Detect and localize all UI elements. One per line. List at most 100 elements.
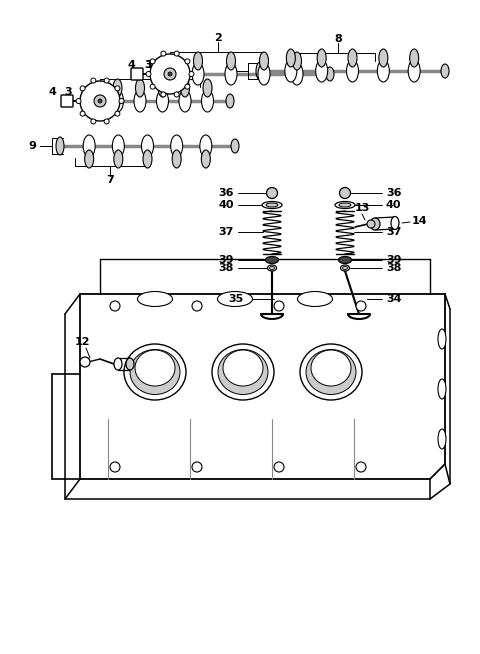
Ellipse shape	[84, 150, 94, 168]
Circle shape	[150, 54, 190, 94]
Ellipse shape	[124, 344, 186, 400]
Ellipse shape	[114, 358, 122, 370]
Text: 40: 40	[386, 200, 401, 210]
Ellipse shape	[201, 150, 210, 168]
Ellipse shape	[218, 349, 268, 394]
Ellipse shape	[266, 203, 278, 207]
Ellipse shape	[291, 63, 303, 85]
Circle shape	[98, 99, 102, 103]
Ellipse shape	[56, 137, 64, 155]
Circle shape	[161, 92, 166, 97]
FancyBboxPatch shape	[61, 95, 73, 107]
Text: 9: 9	[224, 66, 232, 76]
Circle shape	[266, 188, 277, 199]
Text: 37: 37	[386, 227, 401, 237]
Ellipse shape	[317, 49, 326, 67]
Ellipse shape	[347, 60, 359, 82]
Ellipse shape	[112, 135, 124, 157]
Ellipse shape	[137, 292, 172, 307]
Circle shape	[80, 86, 85, 91]
Ellipse shape	[306, 349, 356, 394]
Circle shape	[274, 301, 284, 311]
Circle shape	[339, 188, 350, 199]
Text: 39: 39	[218, 255, 234, 265]
Text: 2: 2	[214, 33, 222, 43]
Circle shape	[150, 84, 155, 89]
Text: 4: 4	[48, 87, 56, 97]
Circle shape	[356, 301, 366, 311]
Ellipse shape	[193, 52, 203, 70]
Ellipse shape	[262, 201, 282, 209]
Ellipse shape	[377, 60, 389, 82]
Ellipse shape	[192, 63, 204, 85]
Circle shape	[110, 301, 120, 311]
Ellipse shape	[265, 256, 278, 264]
Ellipse shape	[391, 216, 399, 230]
Ellipse shape	[285, 60, 297, 82]
Ellipse shape	[161, 65, 169, 83]
Ellipse shape	[212, 344, 274, 400]
Ellipse shape	[225, 63, 237, 85]
Ellipse shape	[287, 49, 295, 67]
Text: 12: 12	[74, 337, 90, 347]
Text: 36: 36	[218, 188, 234, 198]
Text: 14: 14	[412, 216, 428, 226]
Text: 4: 4	[127, 60, 135, 70]
Ellipse shape	[223, 350, 263, 386]
Circle shape	[168, 72, 172, 76]
Ellipse shape	[135, 350, 175, 386]
Circle shape	[274, 462, 284, 472]
Text: 38: 38	[218, 263, 234, 273]
Circle shape	[104, 119, 109, 124]
Ellipse shape	[267, 265, 276, 271]
Ellipse shape	[200, 135, 212, 157]
Ellipse shape	[438, 379, 446, 399]
Ellipse shape	[156, 90, 168, 112]
Ellipse shape	[338, 256, 351, 264]
Ellipse shape	[311, 350, 351, 386]
Circle shape	[150, 59, 155, 64]
Ellipse shape	[135, 79, 144, 97]
Ellipse shape	[409, 49, 419, 67]
Ellipse shape	[126, 358, 134, 370]
Circle shape	[80, 81, 120, 121]
Ellipse shape	[292, 52, 301, 70]
Text: 36: 36	[386, 188, 401, 198]
Ellipse shape	[227, 52, 236, 70]
Ellipse shape	[438, 329, 446, 349]
Ellipse shape	[134, 90, 146, 112]
Circle shape	[115, 111, 120, 116]
Circle shape	[91, 119, 96, 124]
Ellipse shape	[143, 150, 152, 168]
Text: 40: 40	[218, 200, 234, 210]
Ellipse shape	[438, 429, 446, 449]
Circle shape	[189, 71, 194, 77]
Ellipse shape	[298, 292, 333, 307]
Ellipse shape	[326, 67, 334, 81]
Ellipse shape	[340, 265, 349, 271]
Ellipse shape	[300, 344, 362, 400]
Ellipse shape	[231, 139, 239, 153]
Ellipse shape	[269, 266, 275, 269]
Ellipse shape	[217, 292, 252, 307]
Ellipse shape	[379, 49, 388, 67]
Ellipse shape	[316, 60, 328, 82]
Text: 13: 13	[354, 203, 370, 213]
Circle shape	[174, 51, 179, 56]
Circle shape	[80, 111, 85, 116]
Circle shape	[185, 84, 190, 89]
Circle shape	[174, 92, 179, 97]
Ellipse shape	[179, 90, 191, 112]
Ellipse shape	[335, 201, 355, 209]
Ellipse shape	[441, 64, 449, 78]
Ellipse shape	[83, 135, 95, 157]
Text: 37: 37	[218, 227, 234, 237]
Circle shape	[146, 71, 151, 77]
Ellipse shape	[256, 62, 264, 80]
Ellipse shape	[202, 90, 214, 112]
Ellipse shape	[343, 266, 348, 269]
Ellipse shape	[142, 135, 154, 157]
Circle shape	[115, 86, 120, 91]
Circle shape	[110, 462, 120, 472]
Ellipse shape	[114, 150, 123, 168]
